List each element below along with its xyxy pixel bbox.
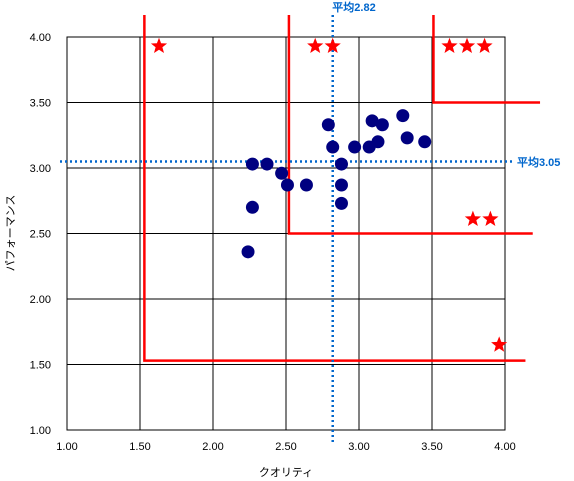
data-point xyxy=(241,245,255,259)
star-mark xyxy=(476,37,493,53)
x-tick-label: 1.00 xyxy=(56,441,77,453)
y-tick-label: 1.50 xyxy=(30,360,51,372)
data-point xyxy=(418,135,432,149)
x-tick-label: 3.50 xyxy=(421,441,442,453)
x-tick-label: 3.00 xyxy=(348,441,369,453)
data-point xyxy=(275,166,289,180)
zone-boundary-line xyxy=(432,15,541,104)
y-tick-label: 3.50 xyxy=(30,98,51,110)
data-point xyxy=(375,118,389,132)
data-point xyxy=(334,196,348,210)
data-point xyxy=(245,157,259,171)
zone-boundary-lines xyxy=(143,15,541,362)
data-point xyxy=(396,109,410,123)
zone-boundary-line xyxy=(143,15,526,362)
x-axis-tick-labels: 1.00 1.50 2.00 2.50 3.00 3.50 4.00 xyxy=(56,441,515,453)
data-point xyxy=(280,178,294,192)
data-point xyxy=(299,178,313,192)
data-point xyxy=(326,140,340,154)
data-point xyxy=(245,200,259,214)
star-mark xyxy=(464,210,481,226)
data-point xyxy=(371,135,385,149)
x-axis-label: クオリティ xyxy=(259,466,313,479)
star-mark xyxy=(459,37,476,53)
y-tick-label: 2.00 xyxy=(30,294,51,306)
star-mark xyxy=(441,37,458,53)
x-tick-label: 2.50 xyxy=(275,441,296,453)
star-mark xyxy=(324,37,341,53)
y-tick-label: 3.00 xyxy=(30,163,51,175)
x-tick-label: 1.50 xyxy=(129,441,150,453)
star-mark xyxy=(482,210,499,226)
data-point xyxy=(365,114,379,128)
star-mark xyxy=(150,37,168,53)
data-point xyxy=(400,131,414,145)
data-point xyxy=(260,157,274,171)
data-point xyxy=(321,118,335,132)
star-mark xyxy=(491,336,508,352)
x-tick-label: 2.00 xyxy=(202,441,223,453)
star-marks xyxy=(150,37,508,352)
data-point xyxy=(334,178,348,192)
x-tick-label: 4.00 xyxy=(494,441,515,453)
y-tick-label: 2.50 xyxy=(30,229,51,241)
y-mean-label: 平均3.05 xyxy=(517,155,560,169)
zone-boundary-line xyxy=(287,15,533,235)
data-points xyxy=(241,109,432,259)
data-point xyxy=(348,140,362,154)
y-axis-tick-labels: 1.00 1.50 2.00 2.50 3.00 3.50 4.00 xyxy=(30,32,51,437)
x-mean-label: 平均2.82 xyxy=(332,0,375,14)
star-mark xyxy=(307,37,324,53)
y-tick-label: 4.00 xyxy=(30,32,51,44)
y-axis-label: パフォーマンス xyxy=(4,195,17,272)
data-point xyxy=(334,157,348,171)
y-tick-label: 1.00 xyxy=(30,425,51,437)
mean-reference-lines xyxy=(60,15,514,445)
